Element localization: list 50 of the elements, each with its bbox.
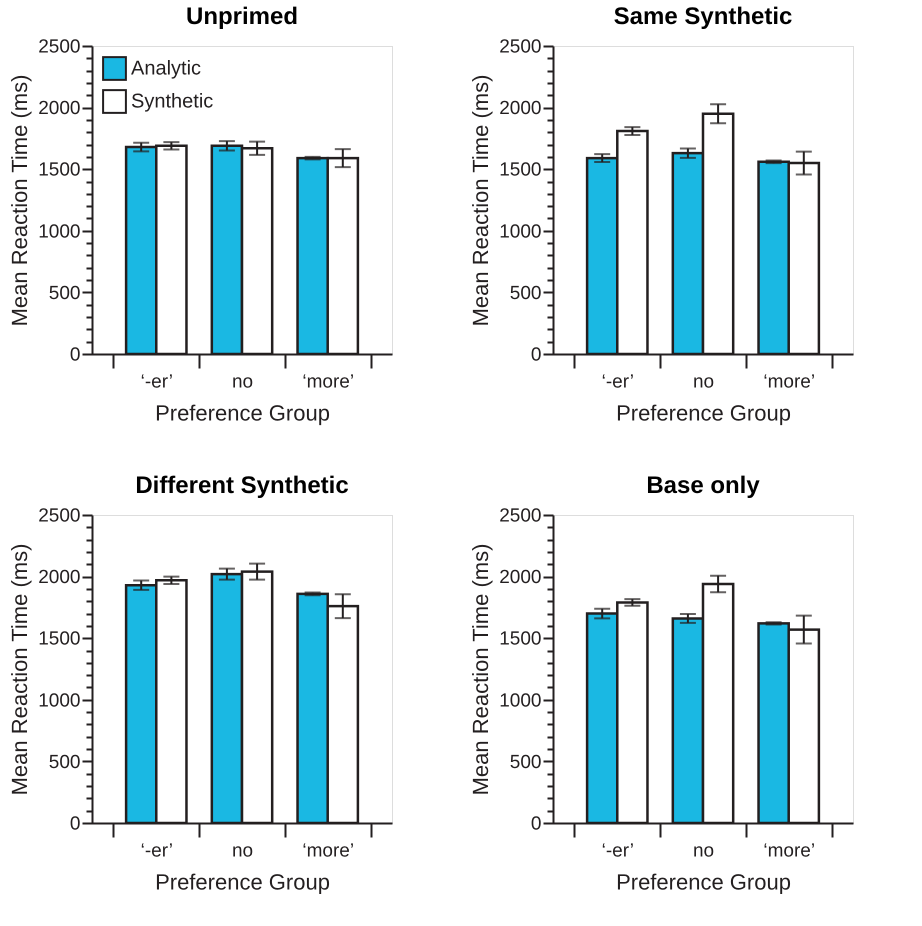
y-tick-label: 1000 <box>38 690 80 712</box>
x-tick-label: ‘more’ <box>302 840 354 862</box>
chart-title: Same Synthetic <box>614 3 792 30</box>
y-tick-label: 1000 <box>499 690 542 712</box>
y-axis-title: Mean Reaction Time (ms) <box>468 74 494 326</box>
x-tick-label: no <box>232 840 254 862</box>
x-tick-label: no <box>692 372 714 392</box>
x-axis-title: Preference Group <box>616 400 791 426</box>
y-tick-label: 2500 <box>38 36 80 58</box>
y-axis-title: Mean Reaction Time (ms) <box>7 74 32 326</box>
y-tick-label: 2500 <box>499 506 542 526</box>
x-tick-label: no <box>692 840 714 862</box>
x-tick-label: ‘-er’ <box>602 372 634 392</box>
y-tick-label: 500 <box>510 282 542 304</box>
y-tick-label: 2500 <box>38 506 80 526</box>
y-tick-label: 2000 <box>38 98 80 120</box>
legend-label: Synthetic <box>131 90 214 112</box>
y-tick-label: 500 <box>510 752 542 773</box>
y-tick-label: 1000 <box>499 221 542 242</box>
x-tick-label: ‘-er’ <box>140 840 173 862</box>
y-tick-label: 0 <box>530 814 542 834</box>
y-tick-label: 1500 <box>38 628 80 650</box>
x-tick-label: ‘more’ <box>763 372 816 392</box>
chart-title: Different Synthetic <box>135 472 349 499</box>
x-axis-title: Preference Group <box>616 870 791 894</box>
y-axis-title: Mean Reaction Time (ms) <box>468 544 494 796</box>
x-tick-label: ‘-er’ <box>602 840 634 862</box>
y-tick-label: 500 <box>48 282 80 304</box>
y-tick-label: 1000 <box>38 221 80 242</box>
y-tick-label: 500 <box>48 752 80 773</box>
x-tick-label: ‘more’ <box>302 372 354 392</box>
x-tick-label: no <box>232 372 254 392</box>
y-tick-label: 0 <box>530 344 542 366</box>
y-tick-label: 2000 <box>38 567 80 588</box>
y-tick-label: 1500 <box>499 160 542 181</box>
chart-title: Unprimed <box>186 3 298 30</box>
y-tick-label: 1500 <box>38 160 80 181</box>
y-tick-label: 0 <box>70 344 80 366</box>
y-tick-label: 0 <box>70 814 80 834</box>
y-tick-label: 2000 <box>499 567 542 588</box>
y-axis-title: Mean Reaction Time (ms) <box>7 544 32 796</box>
legend-label: Analytic <box>131 58 202 80</box>
x-axis-title: Preference Group <box>155 870 330 894</box>
chart-title: Base only <box>646 472 760 499</box>
y-tick-label: 1500 <box>499 628 542 650</box>
x-tick-label: ‘-er’ <box>140 372 173 392</box>
x-tick-label: ‘more’ <box>763 840 816 862</box>
y-tick-label: 2500 <box>499 36 542 58</box>
x-axis-title: Preference Group <box>155 400 330 426</box>
y-tick-label: 2000 <box>499 98 542 120</box>
